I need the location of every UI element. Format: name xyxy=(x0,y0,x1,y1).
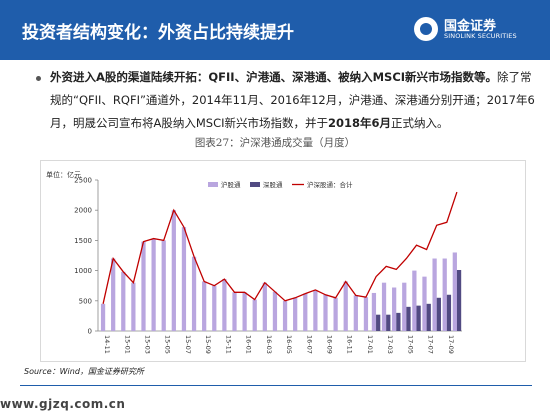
bar-hugutong xyxy=(262,282,267,331)
bar-hugutong xyxy=(242,292,247,331)
bar-hugutong xyxy=(293,297,298,331)
y-tick-label: 500 xyxy=(79,297,92,305)
bar-hugutong xyxy=(363,297,369,331)
bar-hugutong xyxy=(222,279,227,331)
chart-unit-label: 单位：亿元 xyxy=(46,171,81,179)
bar-hugutong xyxy=(202,281,207,331)
bar-hugutong xyxy=(171,210,176,331)
bullet-text: 外资进入A股的渠道陆续开拓：QFII、沪港通、深港通、被纳入MSCI新兴市场指数… xyxy=(50,66,540,135)
bar-shengutong xyxy=(446,294,452,331)
bar-hugutong xyxy=(232,292,237,331)
x-tick-label: 16-09 xyxy=(326,335,334,354)
y-tick-label: 2500 xyxy=(74,177,92,185)
bar-hugutong xyxy=(313,289,318,331)
x-tick-label: 15-09 xyxy=(204,335,212,354)
bar-hugutong xyxy=(381,282,387,331)
logo-icon xyxy=(414,17,438,41)
bar-shengutong xyxy=(416,305,421,331)
x-tick-label: 14-11 xyxy=(103,335,111,354)
bar-hugutong xyxy=(442,258,447,331)
x-tick-label: 16-07 xyxy=(305,335,313,354)
x-tick-label: 17-09 xyxy=(447,335,455,354)
bar-hugutong xyxy=(161,240,166,331)
bar-hugutong xyxy=(272,291,278,331)
bar-shengutong xyxy=(406,306,411,331)
logo-text-cn: 国金证券 xyxy=(444,19,497,34)
x-tick-label: 16-03 xyxy=(265,335,273,354)
bar-hugutong xyxy=(141,241,146,331)
legend-label-hugutong: 沪股通 xyxy=(221,180,241,189)
bar-hugutong xyxy=(452,252,457,331)
x-tick-label: 17-01 xyxy=(366,335,374,354)
bar-shengutong xyxy=(426,303,431,331)
bar-shengutong xyxy=(396,312,401,331)
footer-divider xyxy=(20,385,532,386)
bar-hugutong xyxy=(111,258,116,331)
y-tick-label: 0 xyxy=(88,328,92,336)
bar-hugutong xyxy=(323,294,328,331)
bar-shengutong xyxy=(376,314,381,331)
bar-hugutong xyxy=(181,227,187,331)
bar-hugutong xyxy=(402,282,407,331)
bar-hugutong xyxy=(303,293,308,331)
source-note: Source：Wind，国金证券研究所 xyxy=(24,367,144,376)
chart-caption: 图表27：沪深港通成交量（月度） xyxy=(194,137,356,149)
header-bar: 投资者结构变化：外资占比持续提升 国金证券 SINOLINK SECURITIE… xyxy=(0,0,550,60)
bar-hugutong xyxy=(353,295,358,331)
x-tick-label: 15-07 xyxy=(184,335,192,354)
x-tick-label: 15-05 xyxy=(164,335,172,354)
bar-shengutong xyxy=(436,297,441,331)
x-tick-label: 15-11 xyxy=(224,335,232,354)
bar-shengutong xyxy=(386,314,391,331)
x-tick-label: 17-03 xyxy=(386,335,394,354)
legend-swatch-hugutong xyxy=(208,182,218,187)
y-tick-label: 1000 xyxy=(74,267,92,275)
bar-hugutong xyxy=(252,299,257,331)
bar-hugutong xyxy=(412,270,417,331)
bar-hugutong xyxy=(422,276,427,331)
bullet-point-icon xyxy=(36,76,41,81)
bullet-body: 除了常规的“QFII、RQFI”通道外，2014年11月、2016年12月，沪港… xyxy=(50,70,535,130)
bar-hugutong xyxy=(432,258,437,331)
bullet-highlight: 2018年6月 xyxy=(328,116,392,130)
legend-swatch-shengutong xyxy=(250,182,260,187)
logo-text-en: SINOLINK SECURITIES xyxy=(444,32,517,40)
bar-hugutong xyxy=(392,287,397,331)
bar-shengutong xyxy=(456,269,462,331)
bar-hugutong xyxy=(371,292,377,331)
legend-label-total: 沪深股通：合计 xyxy=(307,180,353,189)
bar-hugutong xyxy=(151,238,156,331)
bullet-lead: 外资进入A股的渠道陆续开拓：QFII、沪港通、深港通、被纳入MSCI新兴市场指数… xyxy=(50,70,498,84)
y-tick-label: 2000 xyxy=(74,207,92,215)
bar-hugutong xyxy=(343,281,348,331)
x-tick-label: 17-07 xyxy=(427,335,435,354)
bar-hugutong xyxy=(131,282,136,331)
sinolink-logo: 国金证券 SINOLINK SECURITIES xyxy=(414,15,542,43)
x-tick-label: 16-05 xyxy=(285,335,293,354)
legend-label-shengutong: 深股通 xyxy=(263,180,283,189)
bullet-tail: 正式纳入。 xyxy=(391,116,449,130)
bar-hugutong xyxy=(333,297,338,331)
x-tick-label: 17-05 xyxy=(406,335,414,354)
x-tick-label: 15-01 xyxy=(123,335,131,354)
x-tick-label: 15-03 xyxy=(144,335,152,354)
bar-hugutong xyxy=(212,285,217,331)
x-tick-label: 16-01 xyxy=(245,335,253,354)
y-tick-label: 1500 xyxy=(74,237,92,245)
x-tick-label: 16-11 xyxy=(346,335,354,354)
bar-hugutong xyxy=(191,256,197,331)
line-total xyxy=(102,191,458,304)
bar-hugutong xyxy=(100,303,106,331)
bar-hugutong xyxy=(121,271,126,331)
site-watermark: www.gjzq.com.cn xyxy=(0,397,126,411)
bar-hugutong xyxy=(282,300,288,331)
page-title: 投资者结构变化：外资占比持续提升 xyxy=(22,23,294,43)
